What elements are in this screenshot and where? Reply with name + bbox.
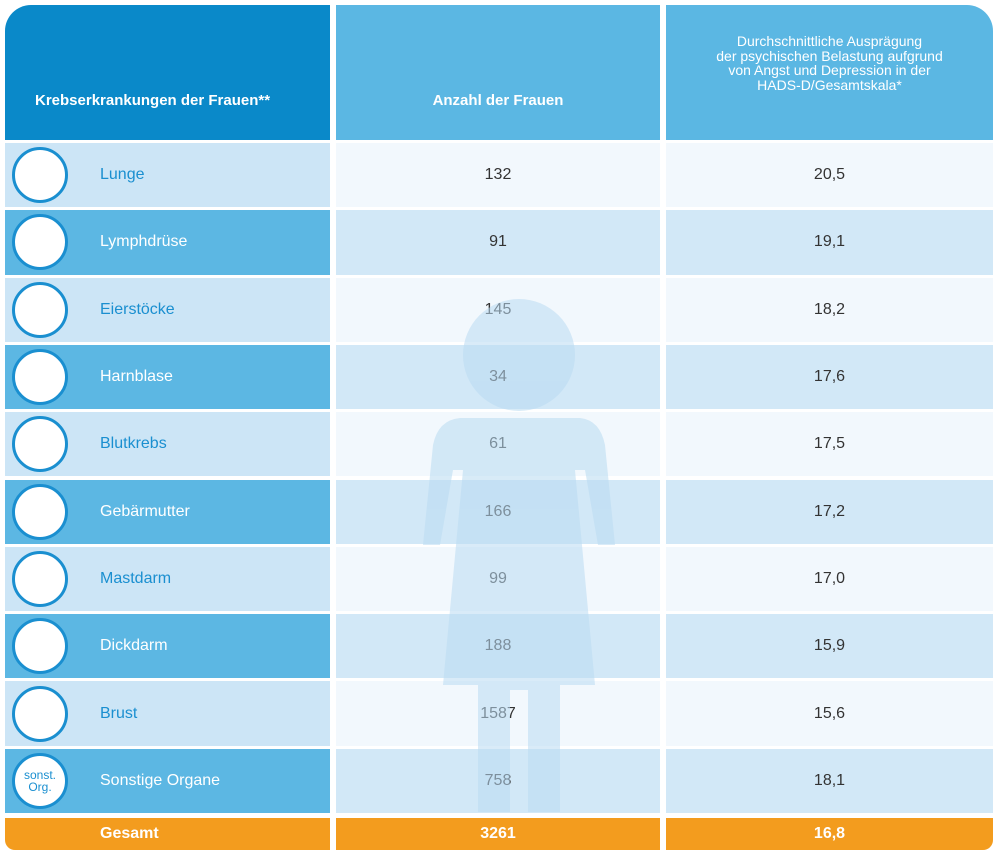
score-cell: 17,0 bbox=[666, 547, 993, 611]
count-cell: 91 bbox=[336, 210, 660, 274]
count-cell: 188 bbox=[336, 614, 660, 678]
header-label: Krebserkrankungen der Frauen** bbox=[35, 92, 270, 109]
header-cell bbox=[336, 5, 660, 140]
infographic-table: Krebserkrankungen der Frauen** Anzahl der… bbox=[0, 0, 998, 854]
header-label: HADS-D/Gesamtskala* bbox=[666, 78, 993, 92]
count-cell: 61 bbox=[336, 412, 660, 476]
count-cell: 145 bbox=[336, 278, 660, 342]
total-score: 16,8 bbox=[666, 818, 993, 850]
icon-text: Org. bbox=[28, 781, 51, 793]
header-label: von Angst und Depression in der bbox=[666, 63, 993, 77]
organ-icon bbox=[12, 282, 68, 338]
count-cell: 34 bbox=[336, 345, 660, 409]
header-label: der psychischen Belastung aufgrund bbox=[666, 49, 993, 63]
organ-icon: sonst.Org. bbox=[12, 753, 68, 809]
header-label: Durchschnittliche Ausprägung bbox=[666, 34, 993, 48]
score-cell: 17,2 bbox=[666, 480, 993, 544]
organ-icon bbox=[12, 484, 68, 540]
score-cell: 17,5 bbox=[666, 412, 993, 476]
organ-icon bbox=[12, 618, 68, 674]
total-count: 3261 bbox=[336, 818, 660, 850]
score-cell: 19,1 bbox=[666, 210, 993, 274]
score-cell: 18,2 bbox=[666, 278, 993, 342]
count-cell: 99 bbox=[336, 547, 660, 611]
organ-icon bbox=[12, 551, 68, 607]
score-cell: 15,9 bbox=[666, 614, 993, 678]
count-cell: 758 bbox=[336, 749, 660, 813]
organ-icon bbox=[12, 416, 68, 472]
count-cell: 132 bbox=[336, 143, 660, 207]
header-cell bbox=[5, 5, 330, 140]
count-cell: 1587 bbox=[336, 681, 660, 745]
header-label: Anzahl der Frauen bbox=[336, 92, 660, 109]
score-cell: 17,6 bbox=[666, 345, 993, 409]
total-label: Gesamt bbox=[5, 818, 330, 850]
score-cell: 20,5 bbox=[666, 143, 993, 207]
count-cell: 166 bbox=[336, 480, 660, 544]
score-cell: 15,6 bbox=[666, 681, 993, 745]
score-cell: 18,1 bbox=[666, 749, 993, 813]
organ-icon bbox=[12, 349, 68, 405]
organ-icon bbox=[12, 147, 68, 203]
organ-icon bbox=[12, 686, 68, 742]
